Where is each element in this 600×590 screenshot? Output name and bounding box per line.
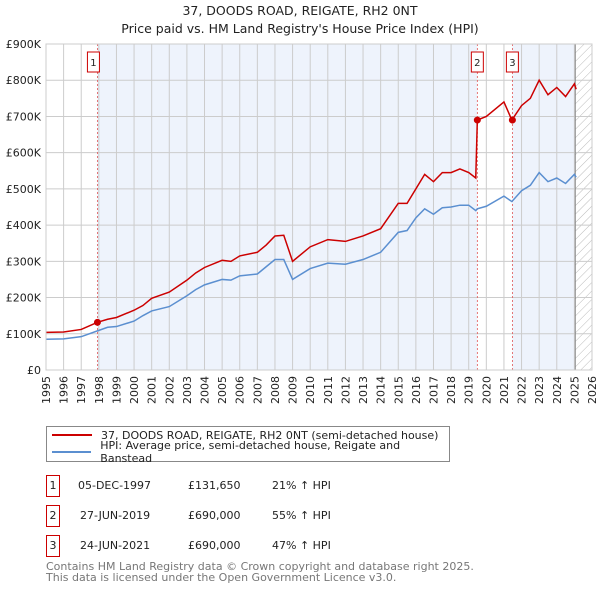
y-tick-label: £200K: [6, 292, 42, 305]
y-tick-label: £500K: [6, 183, 42, 196]
sale-marker-box: [505, 51, 519, 73]
sale-marker-box: [470, 51, 484, 73]
x-tick-label: 2011: [322, 376, 335, 404]
sale-price: £131,650: [188, 479, 241, 492]
x-tick-label: 2000: [128, 376, 141, 404]
sale-marker-label: 2: [474, 58, 480, 69]
sale-marker-box: 1: [46, 475, 60, 497]
plot-border: [45, 43, 593, 371]
legend-item-hpi: HPI: Average price, semi-detached house,…: [52, 439, 449, 465]
x-tick-label: 2008: [269, 376, 282, 404]
sale-point: [508, 116, 516, 124]
sale-marker-box: 3: [46, 535, 60, 557]
x-tick-label: 2025: [568, 376, 581, 404]
x-tick-label: 2003: [181, 376, 194, 404]
sale-date: 05-DEC-1997: [78, 479, 152, 492]
sale-point: [473, 116, 481, 124]
x-tick-label: 2014: [375, 376, 388, 404]
x-tick-label: 2006: [234, 376, 247, 404]
y-tick-label: £800K: [6, 74, 42, 87]
x-tick-label: 1998: [93, 376, 106, 404]
sale-row: 1 05-DEC-1997 £131,650 21% ↑ HPI: [46, 475, 546, 497]
x-tick-label: 2016: [410, 376, 423, 404]
legend-item-property: 37, DOODS ROAD, REIGATE, RH2 0NT (semi-d…: [52, 427, 438, 443]
x-tick-label: 2001: [146, 376, 159, 404]
sale-price: £690,000: [188, 539, 241, 552]
sale-marker-box: 2: [46, 505, 60, 527]
footer-line: This data is licensed under the Open Gov…: [46, 571, 397, 584]
footer-line: Contains HM Land Registry data © Crown c…: [46, 560, 474, 573]
x-tick-label: 2022: [516, 376, 529, 404]
x-tick-label: 2020: [480, 376, 493, 404]
sale-marker-label: 1: [90, 58, 96, 69]
sale-hpi: 55% ↑ HPI: [272, 509, 331, 522]
y-tick-label: £700K: [6, 110, 42, 123]
shaded-ownership-period: [97, 44, 478, 370]
x-tick-label: 2015: [392, 376, 405, 404]
sale-date: 24-JUN-2021: [80, 539, 151, 552]
y-tick-label: £900K: [6, 38, 42, 51]
x-tick-label: 2026: [586, 376, 599, 404]
chart-title: 37, DOODS ROAD, REIGATE, RH2 0NT: [182, 3, 418, 18]
shaded-ownership-period: [512, 44, 576, 370]
y-tick-label: £0: [27, 364, 41, 377]
x-tick-label: 2012: [339, 376, 352, 404]
x-tick-label: 2004: [199, 376, 212, 404]
sale-row: 2 27-JUN-2019 £690,000 55% ↑ HPI: [46, 505, 546, 527]
x-tick-label: 2009: [287, 376, 300, 404]
legend: 37, DOODS ROAD, REIGATE, RH2 0NT (semi-d…: [46, 426, 450, 465]
legend-swatch-blue: [52, 451, 92, 453]
x-tick-label: 2013: [357, 376, 370, 404]
y-tick-label: £400K: [6, 219, 42, 232]
sale-hpi: 21% ↑ HPI: [272, 479, 331, 492]
x-tick-label: 2018: [445, 376, 458, 404]
x-tick-label: 2017: [427, 376, 440, 404]
x-tick-label: 2007: [251, 376, 264, 404]
y-tick-label: £300K: [6, 255, 42, 268]
x-tick-label: 1999: [110, 376, 123, 404]
sale-row: 3 24-JUN-2021 £690,000 47% ↑ HPI: [46, 535, 546, 557]
y-tick-label: £100K: [6, 328, 42, 341]
chart-subtitle: Price paid vs. HM Land Registry's House …: [121, 21, 479, 36]
sale-marker-box: [86, 51, 100, 73]
sale-point: [93, 318, 101, 326]
plot-area: 1995 1996 1997 1998 1999 2000 2001 2002 2003 2004…: [6, 38, 599, 404]
x-tick-label: 1997: [75, 376, 88, 404]
y-tick-label: £600K: [6, 147, 42, 160]
hpi-line: [45, 171, 577, 340]
sale-price: £690,000: [188, 509, 241, 522]
x-tick-label: 2010: [304, 376, 317, 404]
x-tick-label: 1995: [40, 376, 53, 404]
future-hatch-area: [575, 44, 592, 370]
sale-hpi: 47% ↑ HPI: [272, 539, 331, 552]
x-tick-label: 2021: [498, 376, 511, 404]
legend-swatch-red: [52, 434, 92, 436]
x-tick-label: 2002: [163, 376, 176, 404]
legend-label: 37, DOODS ROAD, REIGATE, RH2 0NT (semi-d…: [101, 428, 439, 442]
x-tick-label: 1996: [58, 376, 71, 404]
x-tick-label: 2005: [216, 376, 229, 404]
legend-label: HPI: Average price, semi-detached house,…: [100, 439, 401, 465]
sale-date: 27-JUN-2019: [80, 509, 151, 522]
x-tick-label: 2023: [533, 376, 546, 404]
x-tick-label: 2024: [551, 376, 564, 404]
x-tick-label: 2019: [463, 376, 476, 404]
footer-note: Contains HM Land Registry data © Crown c…: [46, 561, 474, 583]
sale-marker-label: 3: [509, 58, 515, 69]
